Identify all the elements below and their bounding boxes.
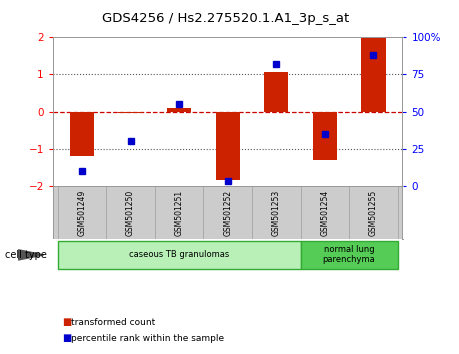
- Text: GSM501251: GSM501251: [174, 190, 183, 236]
- Bar: [348, 186, 397, 239]
- Bar: [215, 112, 239, 180]
- Bar: [203, 186, 252, 239]
- Text: caseous TB granulomas: caseous TB granulomas: [129, 250, 229, 259]
- Bar: [155, 186, 203, 239]
- Bar: [360, 37, 385, 112]
- Text: ■: ■: [62, 317, 71, 327]
- Polygon shape: [18, 250, 44, 260]
- Bar: [300, 241, 397, 269]
- Bar: [106, 186, 155, 239]
- Bar: [118, 112, 142, 113]
- Bar: [312, 112, 336, 160]
- Text: GSM501252: GSM501252: [223, 190, 232, 236]
- Text: GDS4256 / Hs2.275520.1.A1_3p_s_at: GDS4256 / Hs2.275520.1.A1_3p_s_at: [101, 12, 348, 25]
- Text: GSM501253: GSM501253: [271, 190, 280, 236]
- Text: GSM501249: GSM501249: [78, 190, 86, 236]
- Bar: [70, 112, 94, 156]
- Text: GSM501255: GSM501255: [368, 190, 377, 236]
- Bar: [252, 186, 300, 239]
- Bar: [300, 186, 348, 239]
- Text: ■: ■: [62, 333, 71, 343]
- Bar: [58, 241, 300, 269]
- Text: GSM501254: GSM501254: [319, 190, 329, 236]
- Text: cell type: cell type: [5, 250, 46, 260]
- Text: GSM501250: GSM501250: [126, 190, 135, 236]
- Bar: [58, 186, 106, 239]
- Text: transformed count: transformed count: [71, 318, 155, 327]
- Bar: [167, 108, 191, 112]
- Bar: [263, 73, 288, 112]
- Text: percentile rank within the sample: percentile rank within the sample: [71, 333, 224, 343]
- Text: normal lung
parenchyma: normal lung parenchyma: [322, 245, 375, 264]
